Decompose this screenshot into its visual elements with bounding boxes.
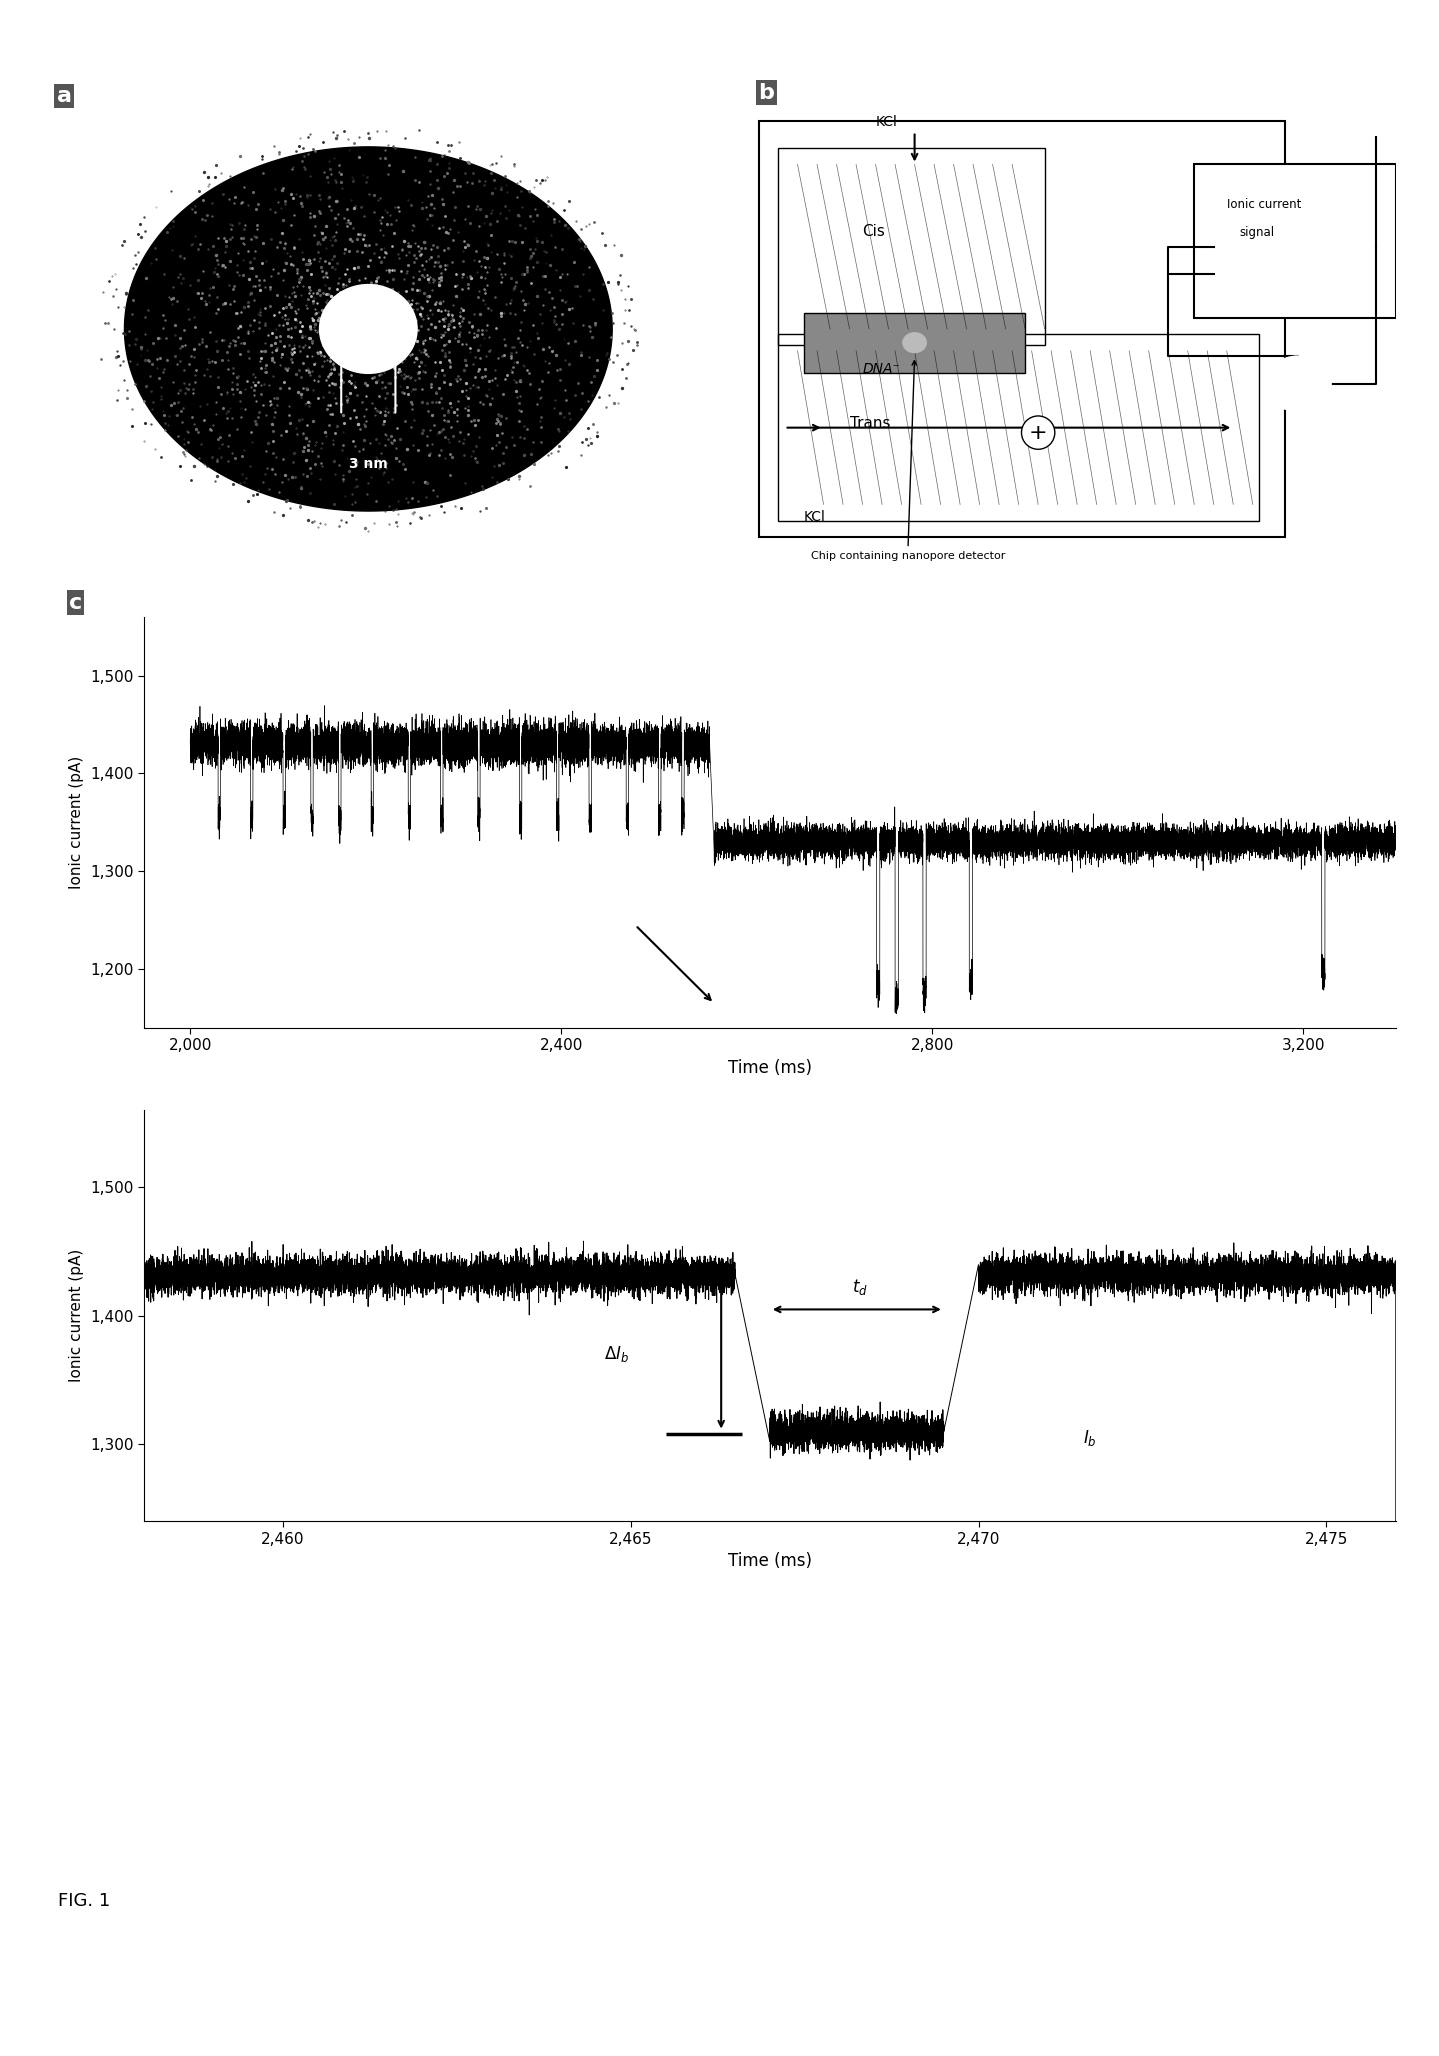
Circle shape — [902, 333, 927, 352]
Polygon shape — [308, 284, 429, 374]
Text: signal: signal — [1240, 226, 1275, 238]
Polygon shape — [334, 302, 403, 356]
Text: $t_d$: $t_d$ — [852, 1277, 868, 1297]
Polygon shape — [140, 158, 597, 500]
Polygon shape — [253, 243, 484, 415]
Polygon shape — [330, 300, 406, 358]
Text: DNA⁻: DNA⁻ — [862, 362, 901, 376]
Polygon shape — [176, 185, 561, 473]
Polygon shape — [220, 218, 517, 440]
Polygon shape — [124, 146, 612, 512]
Polygon shape — [150, 167, 587, 491]
Polygon shape — [256, 245, 481, 413]
Polygon shape — [286, 267, 450, 391]
Text: Cis: Cis — [862, 224, 885, 238]
Polygon shape — [279, 261, 458, 397]
Polygon shape — [249, 241, 488, 417]
Text: +: + — [1029, 424, 1048, 442]
Polygon shape — [268, 253, 469, 405]
Polygon shape — [199, 201, 538, 456]
Polygon shape — [206, 208, 531, 450]
Polygon shape — [296, 276, 439, 382]
Text: Ionic current: Ionic current — [1226, 197, 1301, 212]
Polygon shape — [327, 298, 410, 360]
Polygon shape — [272, 257, 465, 401]
Polygon shape — [260, 249, 476, 409]
X-axis label: Time (ms): Time (ms) — [728, 1552, 812, 1571]
Polygon shape — [322, 294, 414, 364]
Polygon shape — [289, 269, 448, 389]
Polygon shape — [227, 224, 509, 434]
Polygon shape — [128, 150, 609, 508]
Polygon shape — [168, 179, 568, 479]
Circle shape — [347, 308, 390, 350]
Polygon shape — [301, 278, 436, 380]
Polygon shape — [142, 160, 594, 498]
FancyBboxPatch shape — [758, 121, 1285, 537]
Polygon shape — [246, 236, 491, 421]
Polygon shape — [282, 265, 455, 393]
Polygon shape — [135, 154, 602, 504]
Text: FIG. 1: FIG. 1 — [58, 1892, 109, 1910]
Polygon shape — [187, 193, 550, 465]
Polygon shape — [190, 195, 545, 463]
Polygon shape — [239, 232, 498, 426]
Text: $I_b$: $I_b$ — [1084, 1429, 1097, 1447]
Polygon shape — [161, 175, 576, 483]
Text: KCl: KCl — [875, 115, 898, 130]
Polygon shape — [223, 220, 512, 438]
Polygon shape — [242, 234, 495, 424]
X-axis label: Time (ms): Time (ms) — [728, 1059, 812, 1077]
Polygon shape — [147, 162, 590, 495]
Text: KCl: KCl — [804, 510, 826, 524]
Polygon shape — [235, 228, 502, 430]
Polygon shape — [338, 306, 399, 352]
Polygon shape — [275, 259, 462, 399]
Polygon shape — [173, 183, 564, 475]
Text: 3 nm: 3 nm — [348, 456, 387, 471]
Polygon shape — [294, 273, 443, 384]
Polygon shape — [216, 216, 521, 442]
Text: a: a — [56, 86, 72, 107]
Polygon shape — [132, 152, 604, 506]
Polygon shape — [180, 187, 557, 471]
Polygon shape — [319, 292, 417, 366]
Polygon shape — [154, 169, 583, 489]
Text: Trans: Trans — [849, 415, 891, 430]
FancyBboxPatch shape — [1194, 164, 1396, 319]
Polygon shape — [194, 199, 543, 458]
Polygon shape — [232, 226, 505, 432]
Polygon shape — [341, 308, 396, 350]
Text: $I_o$: $I_o$ — [1340, 1264, 1354, 1285]
Polygon shape — [157, 171, 578, 487]
Y-axis label: Ionic current (pA): Ionic current (pA) — [69, 757, 85, 888]
Text: b: b — [758, 82, 774, 103]
Polygon shape — [209, 210, 528, 448]
Circle shape — [1266, 356, 1331, 411]
Polygon shape — [312, 286, 425, 372]
Polygon shape — [201, 204, 535, 454]
Polygon shape — [213, 212, 524, 446]
Text: c: c — [69, 592, 82, 613]
FancyBboxPatch shape — [804, 313, 1025, 372]
Polygon shape — [165, 177, 571, 481]
Polygon shape — [183, 191, 554, 467]
Y-axis label: Ionic current (pA): Ionic current (pA) — [69, 1250, 85, 1382]
Polygon shape — [315, 290, 422, 368]
Circle shape — [319, 284, 417, 374]
Polygon shape — [305, 282, 432, 376]
Text: $\Delta I_b$: $\Delta I_b$ — [604, 1345, 629, 1365]
Text: V: V — [1292, 376, 1304, 391]
Text: Chip containing nanopore detector: Chip containing nanopore detector — [810, 360, 1004, 561]
Polygon shape — [265, 251, 472, 407]
